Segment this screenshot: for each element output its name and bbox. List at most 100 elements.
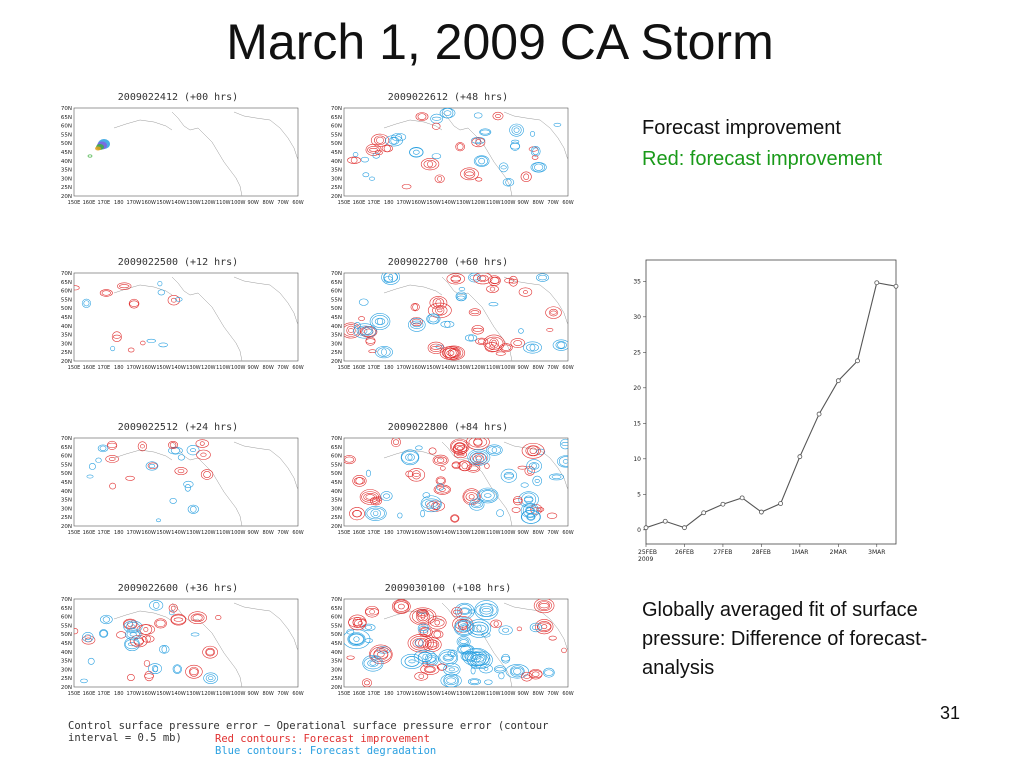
improvement-contour xyxy=(500,344,512,351)
lat-tick-label: 55N xyxy=(61,462,72,468)
improvement-contour xyxy=(373,648,389,661)
improvement-contour xyxy=(525,445,541,457)
degradation-contour xyxy=(173,665,181,673)
coastline xyxy=(171,111,243,196)
data-point xyxy=(835,378,841,384)
improvement-contour xyxy=(169,442,177,448)
improvement-contour xyxy=(430,345,442,350)
coastline xyxy=(233,276,298,327)
improvement-contour xyxy=(154,618,167,629)
lat-tick-label: 65N xyxy=(331,280,342,286)
map-caption: Control surface pressure error − Operati… xyxy=(68,720,549,744)
degradation-contour xyxy=(557,341,566,349)
coastline xyxy=(113,610,173,622)
improvement-contour xyxy=(504,277,515,284)
lon-tick-label: 120W xyxy=(201,530,216,536)
map-panel: 2009030100 (+108 hrs) 70N 65N 60N 55N 50N 45N… xyxy=(322,583,574,701)
improvement-contour xyxy=(192,614,203,622)
lat-tick-label: 60N xyxy=(331,289,342,295)
x-tick-label: 2MAR xyxy=(830,549,847,556)
degradation-contour xyxy=(84,634,92,640)
improvement-contour xyxy=(432,454,449,466)
lat-tick-label: 50N xyxy=(331,306,342,312)
degradation-contour xyxy=(536,273,549,282)
lon-tick-label: 160E xyxy=(353,530,366,536)
degradation-contour xyxy=(454,602,475,620)
lat-tick-label: 40N xyxy=(61,489,72,495)
improvement-contour xyxy=(460,167,479,181)
degradation-contour xyxy=(505,178,512,186)
degradation-contour xyxy=(544,669,554,676)
degradation-contour xyxy=(561,442,568,447)
data-point xyxy=(816,411,822,417)
degradation-contour xyxy=(413,649,437,664)
degradation-contour xyxy=(146,338,156,343)
lon-tick-label: 150E xyxy=(338,365,351,371)
improvement-contour xyxy=(453,445,467,453)
lon-tick-label: 150W xyxy=(156,691,171,697)
improvement-contour xyxy=(128,298,140,309)
lat-tick-label: 65N xyxy=(61,280,72,286)
improvement-contour xyxy=(441,347,459,359)
lon-tick-label: 170E xyxy=(98,530,111,536)
lon-tick-label: 90W xyxy=(248,200,259,206)
lon-tick-label: 140W xyxy=(171,200,186,206)
degradation-contour xyxy=(498,162,509,173)
improvement-contour xyxy=(424,665,436,674)
degradation-contour xyxy=(469,498,485,511)
improvement-contour xyxy=(536,507,545,512)
improvement-contour xyxy=(434,485,450,494)
improvement-contour xyxy=(168,603,178,613)
lon-tick-label: 100W xyxy=(501,530,516,536)
lon-tick-label: 180 xyxy=(114,691,124,697)
improvement-contour xyxy=(427,341,445,354)
improvement-contour xyxy=(452,609,461,615)
improvement-contour xyxy=(391,599,411,614)
improvement-contour xyxy=(454,618,471,630)
lon-tick-label: 70W xyxy=(547,365,558,371)
lat-tick-label: 30N xyxy=(331,667,342,673)
lat-tick-label: 30N xyxy=(61,506,72,512)
lat-tick-label: 55N xyxy=(331,462,342,468)
map-panel-title: 2009022700 (+60 hrs) xyxy=(387,257,509,268)
improvement-contour xyxy=(429,343,443,353)
improvement-contour xyxy=(432,305,448,316)
degradation-contour xyxy=(467,449,491,466)
degradation-contour xyxy=(500,468,518,483)
lon-tick-label: 100W xyxy=(231,530,246,536)
data-point xyxy=(797,454,803,460)
improvement-contour xyxy=(450,274,461,283)
lat-tick-label: 40N xyxy=(331,324,342,330)
improvement-contour xyxy=(465,171,474,177)
improvement-contour xyxy=(456,143,464,151)
improvement-contour xyxy=(416,609,430,623)
lat-tick-label: 40N xyxy=(61,650,72,656)
improvement-contour xyxy=(523,674,531,679)
lat-tick-label: 60N xyxy=(331,124,342,130)
degradation-contour xyxy=(203,672,219,684)
improvement-contour xyxy=(420,158,440,171)
improvement-contour xyxy=(535,619,554,635)
data-point xyxy=(855,358,860,364)
degradation-contour xyxy=(81,298,91,308)
degradation-contour xyxy=(100,614,113,625)
degradation-contour xyxy=(456,293,466,300)
degradation-contour xyxy=(480,490,495,501)
map-panel: 2009022700 (+60 hrs) 70N 65N 60N 55N 50N 45N 4… xyxy=(322,257,574,375)
lat-tick-label: 30N xyxy=(331,176,342,182)
lat-tick-label: 25N xyxy=(331,350,342,356)
degradation-contour xyxy=(82,631,94,643)
degradation-contour xyxy=(436,483,445,491)
lon-tick-label: 60W xyxy=(292,530,303,536)
y-tick-label: 25 xyxy=(633,349,641,356)
lon-tick-label: 140W xyxy=(441,691,456,697)
lon-tick-label: 150E xyxy=(338,200,351,206)
improvement-contour xyxy=(365,605,380,618)
improvement-contour xyxy=(548,635,557,641)
improvement-contour xyxy=(489,337,499,349)
lat-tick-label: 50N xyxy=(61,632,72,638)
degradation-contour xyxy=(467,619,492,638)
lon-tick-label: 70W xyxy=(547,200,558,206)
